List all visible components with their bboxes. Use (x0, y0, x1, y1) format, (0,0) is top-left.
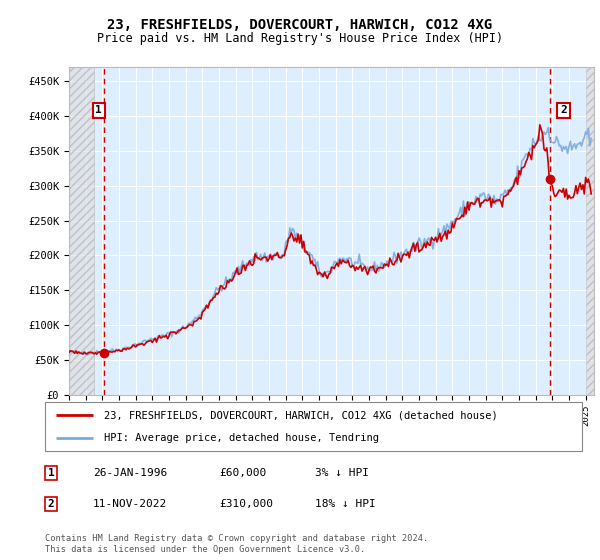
Bar (586, 67, 594, 395)
Text: 18% ↓ HPI: 18% ↓ HPI (315, 499, 376, 509)
Text: £60,000: £60,000 (219, 468, 266, 478)
Text: Price paid vs. HM Land Registry's House Price Index (HPI): Price paid vs. HM Land Registry's House … (97, 32, 503, 45)
FancyBboxPatch shape (45, 402, 582, 451)
Text: 3% ↓ HPI: 3% ↓ HPI (315, 468, 369, 478)
Text: This data is licensed under the Open Government Licence v3.0.: This data is licensed under the Open Gov… (45, 545, 365, 554)
Text: 26-JAN-1996: 26-JAN-1996 (93, 468, 167, 478)
Text: Contains HM Land Registry data © Crown copyright and database right 2024.: Contains HM Land Registry data © Crown c… (45, 534, 428, 543)
Text: HPI: Average price, detached house, Tendring: HPI: Average price, detached house, Tend… (104, 433, 379, 444)
Text: 2: 2 (560, 105, 567, 115)
Text: 23, FRESHFIELDS, DOVERCOURT, HARWICH, CO12 4XG (detached house): 23, FRESHFIELDS, DOVERCOURT, HARWICH, CO… (104, 410, 498, 421)
Text: 1: 1 (47, 468, 55, 478)
Text: 11-NOV-2022: 11-NOV-2022 (93, 499, 167, 509)
Text: 23, FRESHFIELDS, DOVERCOURT, HARWICH, CO12 4XG: 23, FRESHFIELDS, DOVERCOURT, HARWICH, CO… (107, 18, 493, 32)
Text: £310,000: £310,000 (219, 499, 273, 509)
Text: 1: 1 (95, 105, 102, 115)
Bar (69, 67, 94, 395)
Text: 2: 2 (47, 499, 55, 509)
